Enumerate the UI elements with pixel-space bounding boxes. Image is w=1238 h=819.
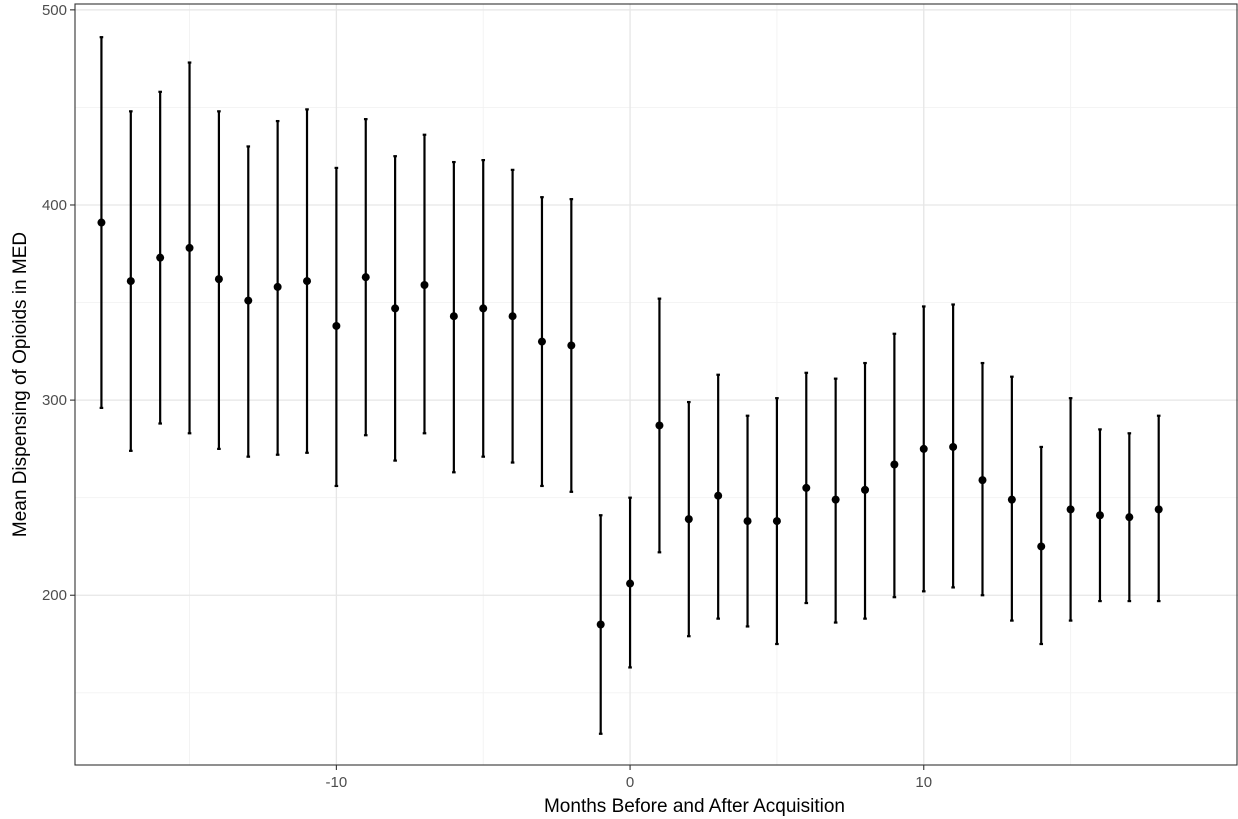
- data-point: [919, 444, 928, 453]
- data-point: [303, 277, 312, 286]
- data-points: [97, 218, 1163, 629]
- y-tick-label: 500: [42, 2, 67, 19]
- data-point: [743, 517, 752, 526]
- data-point: [537, 337, 546, 346]
- data-point: [890, 460, 899, 469]
- data-point: [449, 312, 458, 321]
- data-point: [596, 620, 605, 629]
- data-point: [361, 273, 370, 282]
- data-point: [861, 485, 870, 494]
- x-tick-label: 10: [915, 774, 932, 791]
- data-point: [244, 296, 253, 305]
- y-tick-label: 300: [42, 392, 67, 409]
- data-point: [772, 517, 781, 526]
- data-point: [273, 282, 282, 291]
- panel-border: [74, 3, 1238, 766]
- data-point: [626, 579, 635, 588]
- data-point: [391, 304, 400, 313]
- y-tick-label: 400: [42, 197, 67, 214]
- data-point: [508, 312, 517, 321]
- y-axis-title: Mean Dispensing of Opioids in MED: [10, 232, 31, 537]
- minor-gridlines: [75, 4, 1238, 765]
- x-tick-label: -10: [326, 774, 348, 791]
- data-point: [156, 253, 165, 262]
- data-point: [214, 275, 223, 284]
- x-axis-title: Months Before and After Acquisition: [544, 796, 845, 817]
- data-point: [1066, 505, 1075, 514]
- y-axis: 200 300 400 500: [42, 2, 75, 604]
- data-point: [655, 421, 664, 430]
- data-point: [567, 341, 576, 350]
- data-point: [1037, 542, 1046, 551]
- y-tick-label: 200: [42, 587, 67, 604]
- data-point: [97, 218, 106, 227]
- data-point: [802, 483, 811, 492]
- data-point: [714, 491, 723, 500]
- data-point: [949, 442, 958, 451]
- data-point: [420, 280, 429, 289]
- data-point: [1154, 505, 1163, 514]
- data-point: [479, 304, 488, 313]
- x-axis: -10 0 10: [326, 765, 932, 791]
- data-point: [185, 243, 194, 252]
- data-point: [1125, 513, 1134, 522]
- data-point: [332, 321, 341, 330]
- x-tick-label: 0: [626, 774, 634, 791]
- data-point: [684, 515, 693, 524]
- data-point: [1007, 495, 1016, 504]
- data-point: [126, 277, 135, 286]
- data-point: [831, 495, 840, 504]
- data-point: [978, 476, 987, 485]
- data-point: [1095, 511, 1104, 520]
